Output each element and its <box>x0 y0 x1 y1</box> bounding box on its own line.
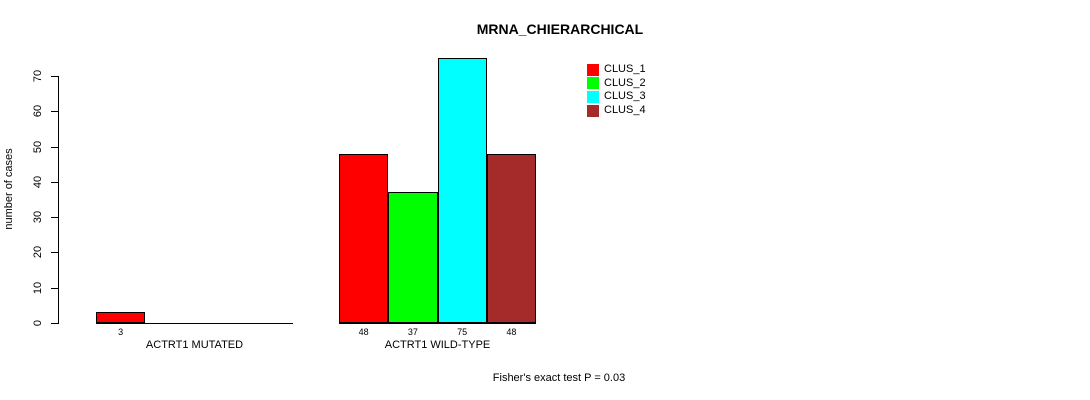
fisher-test-annotation: Fisher's exact test P = 0.03 <box>492 372 626 384</box>
category-label: ACTRT1 WILD-TYPE <box>384 339 491 351</box>
y-axis-line <box>58 76 59 324</box>
y-tick-label: 0 <box>32 319 44 327</box>
y-tick-mark <box>51 146 58 148</box>
y-tick-label: 40 <box>32 175 44 188</box>
y-tick-mark <box>51 252 58 254</box>
bar-clus_3-group2 <box>437 58 487 323</box>
y-tick-label: 70 <box>32 69 44 83</box>
y-tick-label: 60 <box>32 105 44 118</box>
y-tick-mark <box>51 217 58 219</box>
bar-value-label: 75 <box>457 327 468 337</box>
legend-item-clus_1: CLUS_1 <box>587 63 646 77</box>
bar-clus_1-group2 <box>339 153 389 323</box>
group-baseline <box>339 323 536 324</box>
y-tick-mark <box>51 323 58 324</box>
y-tick-label: 30 <box>32 211 44 224</box>
category-label: ACTRT1 MUTATED <box>145 339 244 351</box>
bar-value-label: 48 <box>506 327 517 337</box>
legend: CLUS_1 CLUS_2 CLUS_3 CLUS_4 <box>587 63 646 117</box>
legend-label: CLUS_2 <box>604 76 646 89</box>
legend-swatch-icon <box>587 90 599 103</box>
legend-swatch-icon <box>587 104 599 117</box>
legend-label: CLUS_3 <box>604 90 646 103</box>
y-tick-label: 10 <box>32 281 44 294</box>
y-axis-label: number of cases <box>3 148 15 230</box>
chart-title: MRNA_CHIERARCHICAL <box>476 21 644 37</box>
y-tick-label: 50 <box>32 140 44 153</box>
group-baseline <box>96 323 293 324</box>
bar-value-label: 48 <box>358 327 369 337</box>
y-tick-mark <box>51 287 58 289</box>
legend-swatch-icon <box>587 63 599 76</box>
y-tick-mark <box>51 111 58 113</box>
legend-label: CLUS_1 <box>604 63 646 76</box>
bar-value-label: 37 <box>407 327 418 337</box>
legend-swatch-icon <box>587 77 599 90</box>
y-tick-mark <box>51 181 58 183</box>
legend-item-clus_4: CLUS_4 <box>587 104 646 118</box>
y-tick-label: 20 <box>32 246 44 259</box>
legend-item-clus_2: CLUS_2 <box>587 77 646 91</box>
bar-clus_4-group2 <box>486 153 536 323</box>
bar-clus_1-group1 <box>96 312 146 323</box>
y-tick-mark <box>51 76 58 77</box>
legend-label: CLUS_4 <box>604 104 646 117</box>
bar-value-label: 3 <box>118 327 124 337</box>
legend-item-clus_3: CLUS_3 <box>587 90 646 104</box>
bar-clus_2-group2 <box>388 192 438 323</box>
